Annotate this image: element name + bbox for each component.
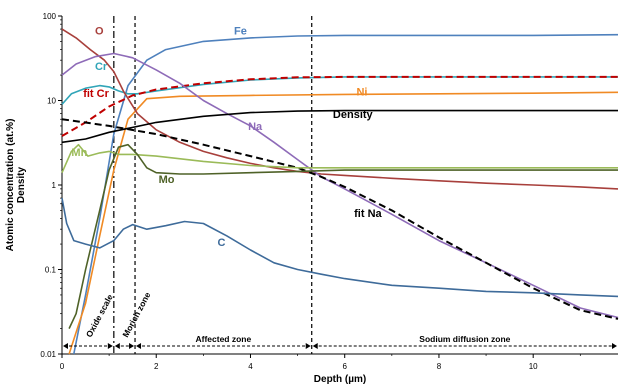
zone-arrowhead-left: [312, 343, 318, 349]
y-axis-label-line2: Density: [16, 167, 27, 204]
curve-label-c: C: [217, 237, 225, 249]
curve-label-fit-na: fit Na: [354, 208, 382, 220]
curve-label-o: O: [95, 26, 104, 38]
series-c-line: [61, 197, 619, 298]
curve-label-density: Density: [333, 109, 374, 121]
series-o-line: [61, 28, 619, 190]
x-axis-label: Depth (µm): [314, 374, 366, 385]
y-axis-label-line1: Atomic concentration (at.%): [5, 119, 16, 252]
x-tick-label: 4: [248, 362, 253, 371]
series-density-line: [61, 109, 618, 144]
series-fe-line: [73, 33, 619, 355]
zone-label-affected-zone: Affected zone: [196, 334, 252, 344]
zone-arrowhead-left: [136, 343, 142, 349]
y-tick-label: 10: [47, 97, 56, 106]
zone-arrowhead-left: [63, 343, 68, 349]
y-tick-label: 0.01: [40, 350, 56, 359]
zone-arrowhead-right: [305, 343, 311, 349]
curve-label-ni: Ni: [356, 86, 367, 98]
zone-label-morich-zone: Morich zone: [120, 290, 152, 339]
x-tick-label: 2: [154, 362, 159, 371]
zone-arrowhead-right: [612, 343, 617, 349]
zone-arrowhead-left: [114, 343, 120, 349]
zone-arrowhead-right: [129, 343, 135, 349]
series-mo-line: [68, 143, 618, 329]
x-tick-label: 10: [529, 362, 538, 371]
zone-arrowhead-right: [107, 343, 113, 349]
x-tick-label: 8: [437, 362, 442, 371]
series-ni-line: [68, 91, 619, 355]
curve-label-fit-cr: fit Cr: [83, 88, 109, 100]
curve-label-fe: Fe: [234, 26, 247, 38]
y-tick-label: 0.1: [45, 266, 57, 275]
x-tick-label: 0: [60, 362, 65, 371]
curve-label-mn: Mn: [71, 147, 87, 159]
series-mn-line: [61, 143, 618, 174]
curve-label-mo: Mo: [159, 174, 175, 186]
zone-label-oxide-scale: Oxide scale: [84, 292, 115, 339]
y-tick-label: 100: [43, 12, 57, 21]
plot-area: 0.01 0.1 1 10 100 0 2 4 6 8 10 O Fe Cr fit Cr Ni Density…: [40, 12, 619, 371]
x-tick-label: 6: [342, 362, 347, 371]
series-fit-cr-line: [61, 75, 618, 137]
y-tick-label: 1: [52, 181, 57, 190]
series-fit-na-line: [61, 118, 619, 320]
zone-label-sodium-diffusion-zone: Sodium diffusion zone: [419, 334, 510, 344]
curve-label-cr: Cr: [95, 61, 108, 73]
curve-label-na: Na: [248, 121, 263, 133]
